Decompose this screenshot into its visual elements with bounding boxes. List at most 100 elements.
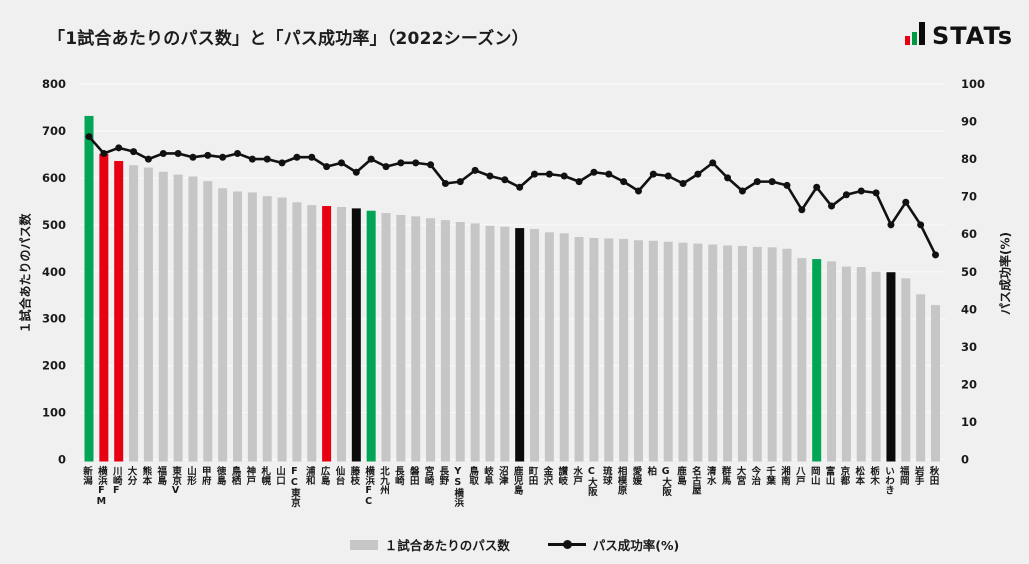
y-left-tick-0: 0 xyxy=(58,453,66,467)
x-label-岩手: 岩手 xyxy=(912,466,924,485)
line-point-湘南 xyxy=(783,181,791,189)
line-point-宮崎 xyxy=(427,161,435,169)
bar-神戸 xyxy=(247,192,257,462)
legend-line-dot xyxy=(562,540,572,549)
line-point-岩手 xyxy=(917,221,925,229)
x-label-鳥取: 鳥取 xyxy=(467,466,479,485)
y-right-tick-0: 0 xyxy=(961,453,969,467)
line-point-大宮 xyxy=(738,187,746,195)
x-label-愛媛: 愛媛 xyxy=(630,466,642,485)
x-label-名古屋: 名古屋 xyxy=(689,466,701,495)
line-point-広島 xyxy=(323,163,331,171)
bar-岡山 xyxy=(812,259,822,462)
bar-札幌 xyxy=(262,196,272,462)
bar-町田 xyxy=(530,229,540,462)
line-point-福岡 xyxy=(902,198,910,206)
x-label-栃木: 栃木 xyxy=(868,466,880,485)
success-rate-line xyxy=(88,135,937,256)
bar-湘南 xyxy=(782,248,792,462)
bar-鳥栖 xyxy=(233,191,243,462)
bar-琉球 xyxy=(604,238,614,462)
x-label-鳥栖: 鳥栖 xyxy=(229,466,241,485)
x-label-札幌: 札幌 xyxy=(259,466,271,485)
legend-line-swatch xyxy=(547,540,586,549)
line-point-新潟 xyxy=(85,133,93,141)
bar-福島 xyxy=(158,171,168,462)
line-point-沼津 xyxy=(501,176,509,184)
x-label-長野: 長野 xyxy=(437,466,449,485)
line-point-金沢 xyxy=(545,170,553,178)
x-label-秋田: 秋田 xyxy=(927,466,939,485)
bar-鹿児島 xyxy=(515,228,525,462)
chart-legend: １試合あたりのパス数 パス成功率(%) xyxy=(0,535,1029,554)
line-point-讃岐 xyxy=(560,172,568,180)
y-axis-right-title: パス成功率(%) xyxy=(998,232,1013,315)
y-left-tick-300: 300 xyxy=(42,312,66,326)
x-label-いわき: いわき xyxy=(882,466,894,495)
stats-logo-text: STATs xyxy=(932,22,1013,50)
bar-徳島 xyxy=(218,188,228,462)
logo-bar-red xyxy=(905,36,911,45)
line-point-いわき xyxy=(887,221,895,229)
bar-岩手 xyxy=(916,294,926,462)
bar-磐田 xyxy=(411,216,421,462)
line-point-岐阜 xyxy=(486,172,494,180)
x-label-宮崎: 宮崎 xyxy=(422,466,434,485)
y-left-tick-400: 400 xyxy=(42,265,66,279)
y-right-tick-60: 60 xyxy=(961,227,977,241)
x-label-徳島: 徳島 xyxy=(214,466,226,485)
x-label-湘南: 湘南 xyxy=(778,466,790,485)
y-left-tick-700: 700 xyxy=(42,124,66,138)
line-point-琉球 xyxy=(605,170,613,178)
line-point-山形 xyxy=(189,153,197,161)
legend-line-label: パス成功率(%) xyxy=(592,538,680,553)
bar-福岡 xyxy=(901,278,911,462)
line-point-徳島 xyxy=(219,153,227,161)
y-right-tick-50: 50 xyxy=(961,265,977,279)
x-label-沼津: 沼津 xyxy=(496,466,508,485)
bar-G大阪 xyxy=(663,241,673,462)
line-point-長崎 xyxy=(397,159,405,167)
y-right-tick-70: 70 xyxy=(961,190,977,204)
line-point-京都 xyxy=(842,191,850,199)
bar-群馬 xyxy=(723,245,733,462)
y-right-tick-100: 100 xyxy=(961,77,985,91)
bar-相模原 xyxy=(619,238,629,462)
x-label-山形: 山形 xyxy=(184,466,196,485)
line-point-北九州 xyxy=(382,163,390,171)
line-point-富山 xyxy=(828,202,836,210)
x-label-鹿児島: 鹿児島 xyxy=(511,466,523,495)
x-label-千葉: 千葉 xyxy=(764,466,776,485)
line-point-甲府 xyxy=(204,151,212,159)
bar-北九州 xyxy=(381,213,391,462)
logo-bar-black xyxy=(919,22,926,45)
bar-宮崎 xyxy=(426,218,436,462)
x-label-大宮: 大宮 xyxy=(734,466,746,485)
bar-今治 xyxy=(752,246,762,462)
line-point-水戸 xyxy=(575,178,583,186)
x-label-讃岐: 讃岐 xyxy=(556,466,568,485)
x-label-東京V: 東京V xyxy=(170,466,182,496)
line-point-鳥取 xyxy=(471,166,479,174)
x-label-横浜FM: 横浜FM xyxy=(95,466,107,507)
line-point-秋田 xyxy=(932,251,939,259)
x-label-水戸: 水戸 xyxy=(571,466,583,485)
bar-新潟 xyxy=(84,115,94,462)
y-right-tick-80: 80 xyxy=(961,152,977,166)
x-label-新潟: 新潟 xyxy=(81,466,92,485)
x-label-川崎F: 川崎F xyxy=(110,466,122,496)
bar-山形 xyxy=(188,176,198,462)
line-point-相模原 xyxy=(620,178,628,186)
bar-富山 xyxy=(827,261,837,462)
bar-鳥取 xyxy=(470,223,480,462)
bar-金沢 xyxy=(544,232,554,462)
line-point-横浜FM xyxy=(100,149,108,157)
x-label-柏: 柏 xyxy=(645,466,657,476)
y-axis-left-title: １試合あたりのパス数 xyxy=(18,213,33,334)
line-point-福島 xyxy=(159,149,167,157)
bar-大宮 xyxy=(737,245,747,462)
line-point-群馬 xyxy=(724,174,732,182)
x-label-八戸: 八戸 xyxy=(793,466,805,485)
x-label-長崎: 長崎 xyxy=(392,466,404,485)
